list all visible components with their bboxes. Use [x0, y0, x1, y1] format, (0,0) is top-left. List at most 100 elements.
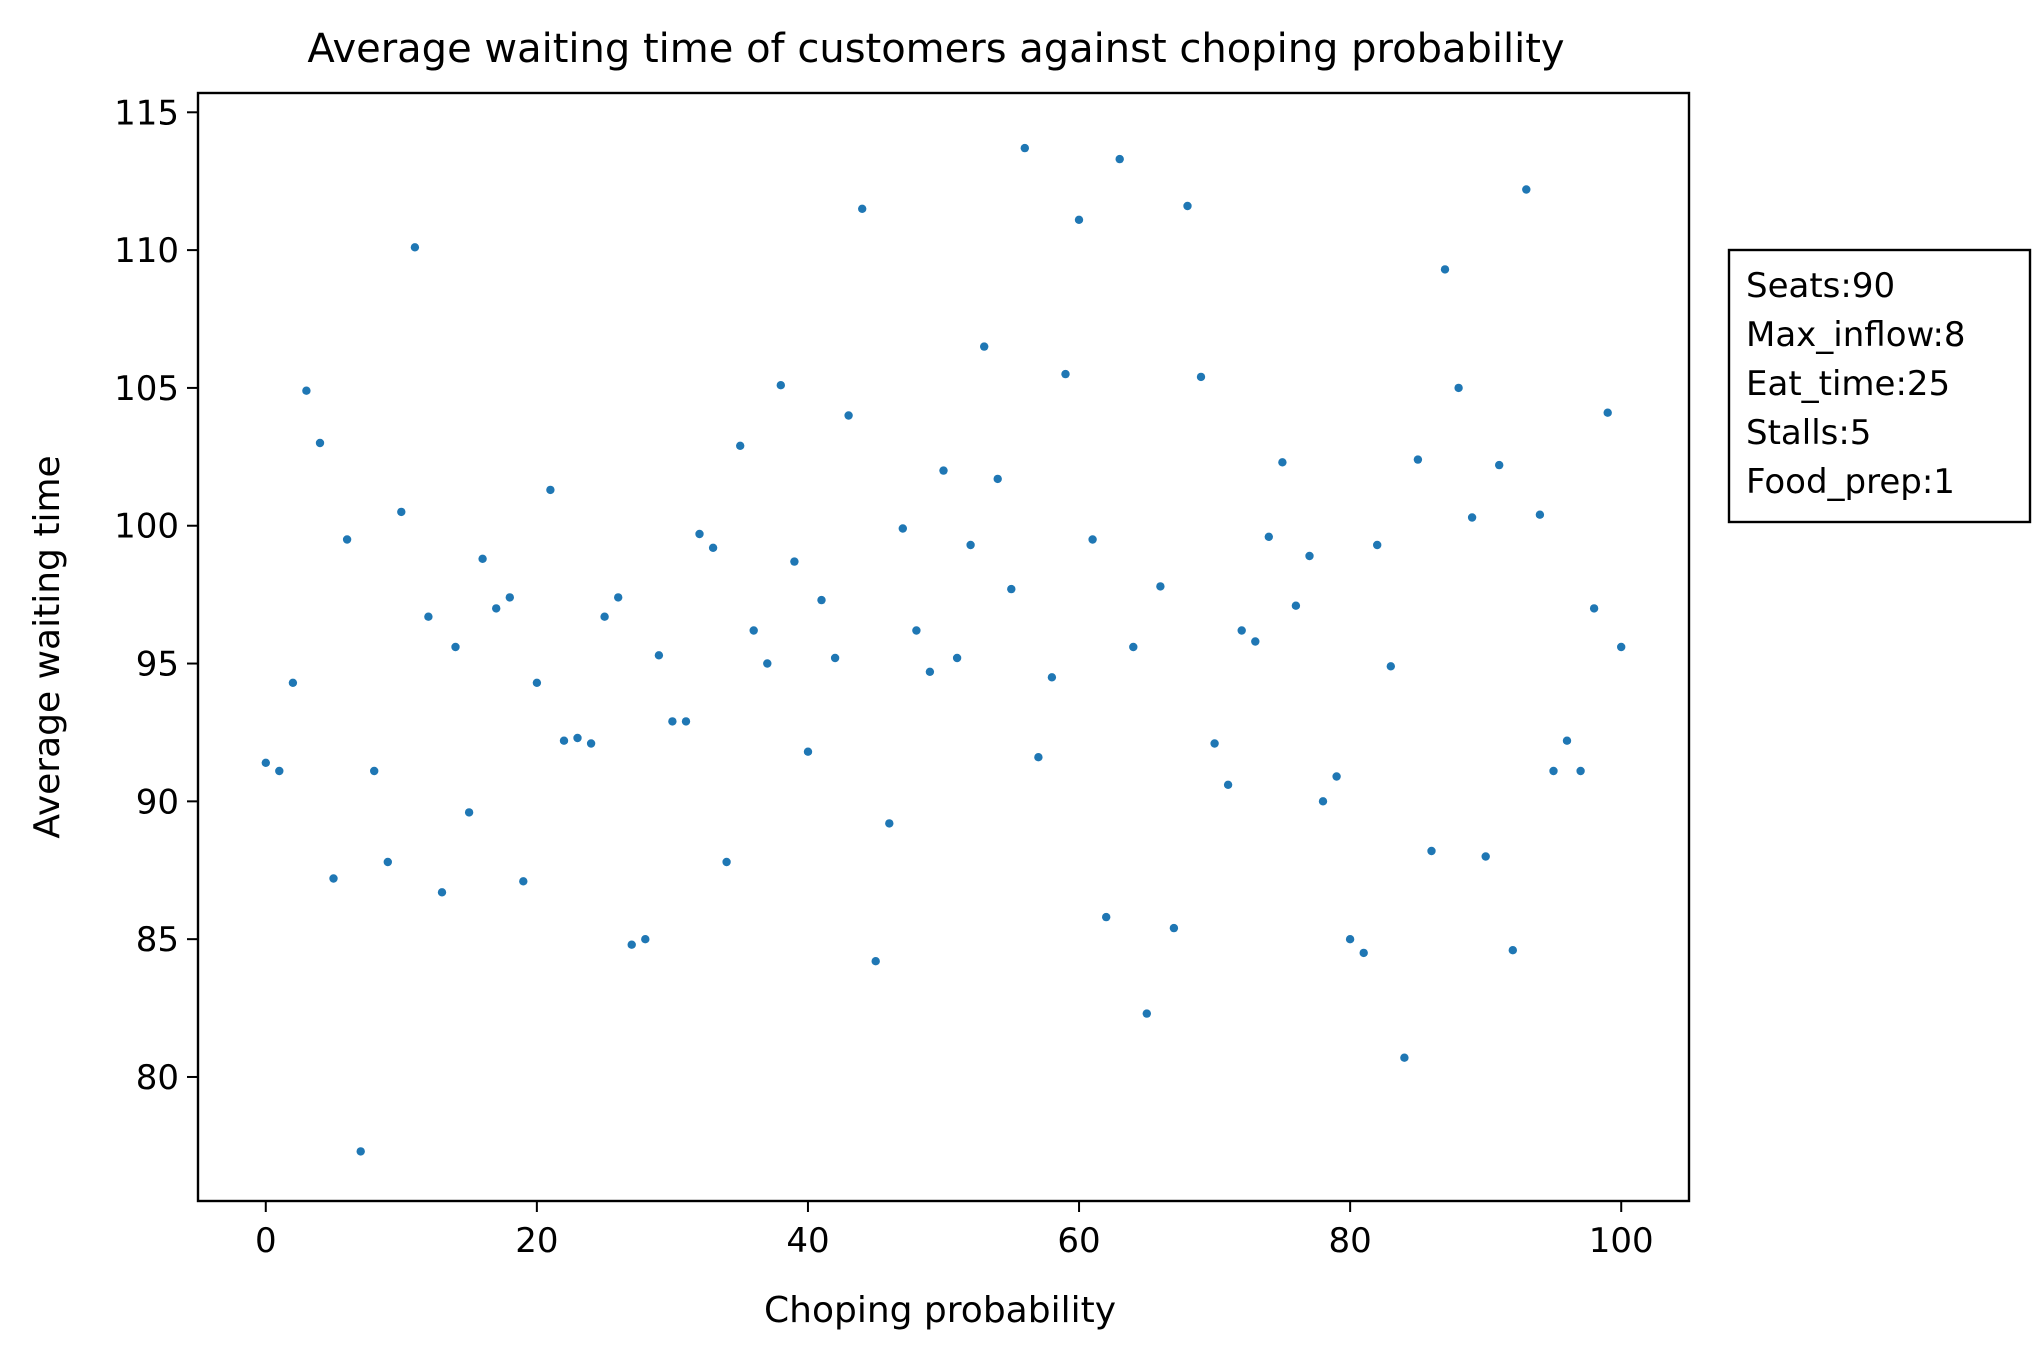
data-point — [451, 642, 460, 652]
data-point — [1034, 753, 1043, 762]
data-point — [1332, 772, 1341, 781]
data-point — [1007, 584, 1016, 594]
data-point — [912, 626, 921, 635]
data-point — [573, 733, 582, 743]
data-point — [1251, 637, 1260, 646]
data-point — [790, 557, 799, 566]
data-point — [776, 381, 785, 390]
data-point — [654, 651, 664, 660]
data-point — [1088, 535, 1097, 544]
x-tick-label: 100 — [1589, 1221, 1654, 1261]
data-point — [424, 612, 433, 621]
data-point — [1440, 265, 1450, 274]
x-tick-label: 60 — [1057, 1221, 1100, 1261]
data-point — [1454, 383, 1463, 393]
data-point — [925, 667, 935, 676]
data-point — [1074, 215, 1084, 224]
data-point — [763, 659, 772, 668]
data-point — [1237, 626, 1246, 635]
data-point — [939, 466, 948, 475]
data-point — [1359, 948, 1368, 958]
data-point — [1495, 460, 1504, 470]
data-point — [871, 957, 880, 966]
data-point — [1603, 408, 1612, 417]
data-point — [397, 507, 406, 517]
chart-title: Average waiting time of customers agains… — [307, 26, 1564, 72]
data-point — [627, 940, 636, 949]
data-point — [370, 766, 379, 776]
data-point — [315, 438, 325, 448]
data-point — [898, 524, 907, 533]
data-point — [695, 529, 704, 539]
y-tick-label: 95 — [136, 645, 179, 685]
data-point — [410, 243, 420, 252]
points-layer — [261, 143, 1626, 1156]
data-point — [1169, 923, 1179, 933]
annotation-food-prep: Food_prep:1 — [1746, 462, 1955, 502]
data-point — [1129, 642, 1138, 652]
data-point — [1576, 766, 1585, 776]
data-point — [681, 717, 691, 726]
data-point — [1562, 736, 1572, 745]
data-point — [1264, 532, 1274, 541]
data-point — [1061, 369, 1070, 379]
data-point — [492, 604, 501, 613]
data-point — [1617, 642, 1626, 652]
annotation-seats: Seats:90 — [1746, 266, 1895, 306]
parameter-annotation-box: Seats:90 Max_inflow:8 Eat_time:25 Stalls… — [1727, 248, 2032, 524]
x-tick-label: 20 — [515, 1221, 558, 1261]
data-point — [1305, 551, 1314, 561]
data-point — [1535, 510, 1545, 519]
data-point — [437, 888, 447, 897]
data-point — [844, 411, 853, 420]
data-point — [668, 717, 677, 726]
data-point — [1413, 455, 1423, 464]
y-tick-label: 105 — [114, 369, 179, 409]
y-tick-label: 115 — [114, 93, 179, 133]
x-axis-ticks: 0 20 40 60 80 100 — [255, 1201, 1654, 1261]
data-point — [858, 204, 867, 213]
data-point — [356, 1147, 365, 1156]
data-point — [342, 535, 352, 544]
data-point — [519, 877, 528, 886]
y-tick-label: 80 — [136, 1058, 179, 1098]
data-point — [1223, 780, 1233, 789]
data-point — [275, 766, 284, 776]
data-point — [546, 485, 555, 495]
x-tick-label: 0 — [255, 1221, 277, 1261]
data-point — [1549, 766, 1558, 776]
y-axis-ticks: 80 85 90 95 100 105 110 115 — [114, 93, 198, 1098]
data-point — [966, 540, 975, 550]
data-point — [1183, 201, 1192, 211]
data-point — [1278, 458, 1287, 467]
x-tick-label: 40 — [786, 1221, 829, 1261]
data-point — [383, 857, 392, 867]
data-point — [993, 474, 1002, 484]
data-point — [302, 386, 311, 395]
data-point — [1481, 852, 1490, 861]
data-point — [600, 612, 609, 621]
data-point — [1508, 946, 1518, 955]
data-point — [1020, 143, 1029, 153]
annotation-stalls: Stalls:5 — [1746, 413, 1871, 453]
y-axis-label: Average waiting time — [27, 455, 68, 838]
x-axis-label: Choping probability — [764, 1290, 1116, 1331]
data-point — [1386, 662, 1396, 671]
annotation-max-inflow: Max_inflow:8 — [1746, 315, 1966, 355]
data-point — [1373, 540, 1382, 550]
data-point — [261, 758, 270, 767]
data-point — [329, 874, 338, 883]
data-point — [559, 736, 569, 745]
annotation-frame — [1727, 248, 2032, 524]
data-point — [1522, 185, 1531, 194]
data-point — [614, 593, 623, 602]
data-point — [1427, 846, 1436, 856]
data-point — [288, 678, 298, 687]
data-point — [722, 857, 731, 867]
data-point — [1115, 154, 1124, 164]
x-tick-label: 80 — [1329, 1221, 1372, 1261]
data-point — [736, 441, 745, 450]
data-point — [1400, 1053, 1409, 1062]
data-point — [1318, 797, 1328, 806]
